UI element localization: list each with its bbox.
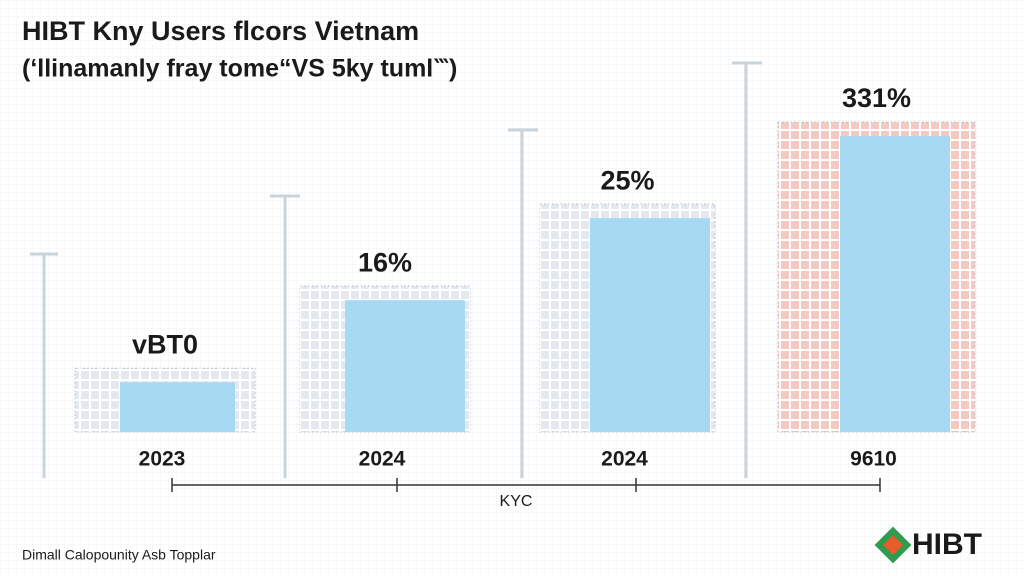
- chart-subtitle: (‘llinamanly fray tome“VS 5ky tuml‷): [22, 55, 457, 83]
- bar: [590, 218, 710, 432]
- x-tick-label: 2024: [601, 448, 648, 471]
- x-tick-label: 2024: [359, 448, 406, 471]
- bar-label: 25%: [600, 165, 654, 195]
- footer: Dimall Calopounity Asb Topplar: [22, 547, 216, 563]
- logo-icon: [874, 526, 912, 564]
- bar-label: 331%: [842, 83, 911, 113]
- x-tick-label: 2023: [139, 448, 186, 471]
- bar: [345, 300, 465, 432]
- bar-label: vBT0: [132, 329, 198, 359]
- logo-text: HIBT: [912, 528, 982, 561]
- chart-title: HIBT Kny Users flcors Vietnam: [22, 16, 419, 46]
- bar-label: 16%: [358, 247, 412, 277]
- bar: [120, 382, 235, 432]
- x-axis-label: KYC: [500, 493, 533, 510]
- x-axis-bracket: [171, 478, 881, 492]
- bar: [840, 136, 950, 432]
- x-tick-label: 9610: [850, 448, 897, 471]
